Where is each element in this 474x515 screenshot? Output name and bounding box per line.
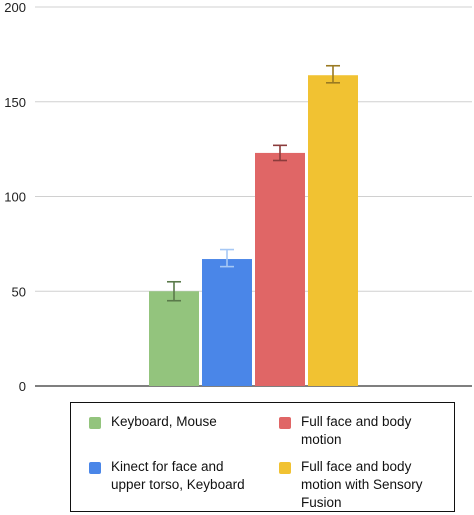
y-tick-labels: 0 50 100 150 200 xyxy=(4,0,26,394)
legend-label: Full face and body motion xyxy=(301,414,412,447)
legend-label: Full face and body motion with Sensory F… xyxy=(301,459,423,510)
legend-swatch xyxy=(279,417,291,429)
error-bars xyxy=(167,64,340,302)
error-bar xyxy=(220,248,234,268)
legend-swatch xyxy=(279,462,291,474)
legend-label: Kinect for face and upper torso, Keyboar… xyxy=(111,459,245,492)
y-tick-label: 0 xyxy=(19,379,26,394)
legend-item-sensory-fusion: Full face and body motion with Sensory F… xyxy=(279,458,423,512)
bar xyxy=(202,259,252,386)
y-tick-label: 150 xyxy=(4,95,26,110)
gridlines xyxy=(35,6,472,387)
legend-swatch xyxy=(89,417,101,429)
y-tick-label: 100 xyxy=(4,190,26,205)
error-bar xyxy=(273,144,287,162)
legend-swatch xyxy=(89,462,101,474)
y-tick-label: 200 xyxy=(4,0,26,15)
legend-label: Keyboard, Mouse xyxy=(111,414,217,429)
bars xyxy=(149,75,358,386)
legend-item-kinect: Kinect for face and upper torso, Keyboar… xyxy=(89,458,245,494)
legend-item-full-face-body: Full face and body motion xyxy=(279,413,411,449)
legend: Keyboard, Mouse Full face and body motio… xyxy=(70,402,455,512)
error-bar xyxy=(326,64,340,84)
bar-chart: 0 50 100 150 200 xyxy=(4,0,472,394)
legend-item-keyboard-mouse: Keyboard, Mouse xyxy=(89,413,217,431)
bar xyxy=(149,291,199,386)
bar xyxy=(308,75,358,386)
error-bar xyxy=(167,280,181,302)
bar xyxy=(255,152,305,386)
y-tick-label: 50 xyxy=(12,284,26,299)
